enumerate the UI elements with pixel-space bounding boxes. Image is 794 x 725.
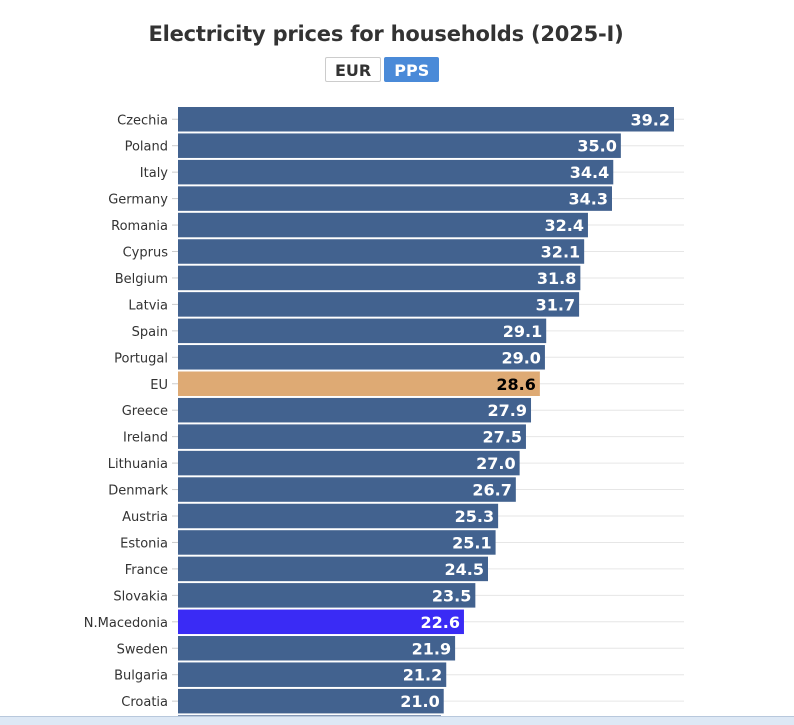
bar-sweden[interactable]: [178, 636, 456, 661]
bar-ireland[interactable]: [178, 424, 526, 449]
value-label: 28.6: [496, 375, 535, 394]
value-label: 22.6: [420, 613, 459, 632]
bar-france[interactable]: [178, 556, 488, 582]
bar-denmark[interactable]: [178, 477, 516, 502]
bar-n-macedonia[interactable]: [178, 609, 464, 635]
category-label: Spain: [132, 325, 168, 340]
value-label: 29.0: [501, 348, 540, 367]
value-label: 25.3: [455, 507, 494, 526]
category-label: Lithuania: [108, 457, 168, 472]
category-label: Czechia: [117, 113, 168, 128]
value-label: 35.0: [577, 137, 616, 156]
value-label: 26.7: [472, 481, 511, 500]
value-label: 34.3: [569, 190, 608, 209]
category-label: Germany: [108, 193, 168, 208]
category-label: Ireland: [123, 431, 168, 446]
category-label: Cyprus: [123, 246, 169, 261]
category-label: France: [125, 563, 168, 578]
bar-eu[interactable]: [178, 371, 540, 397]
bar-poland[interactable]: [178, 133, 621, 158]
category-label: Romania: [111, 219, 168, 234]
value-label: 23.5: [432, 586, 471, 605]
category-label: Denmark: [108, 484, 168, 499]
category-label: EU: [150, 378, 168, 393]
bottom-scroll-strip: [0, 716, 794, 725]
value-label: 21.0: [400, 692, 439, 711]
bar-belgium[interactable]: [178, 265, 581, 291]
bar-cyprus[interactable]: [178, 239, 585, 264]
value-label: 32.1: [541, 243, 580, 262]
bar-slovakia[interactable]: [178, 583, 476, 608]
bar-lithuania[interactable]: [178, 450, 520, 476]
category-label: N.Macedonia: [84, 616, 168, 631]
value-label: 39.2: [631, 110, 670, 129]
bar-croatia[interactable]: [178, 688, 444, 714]
bar-portugal[interactable]: [178, 345, 545, 370]
bar-greece[interactable]: [178, 397, 532, 423]
category-label: Bulgaria: [114, 669, 168, 684]
bar-bulgaria[interactable]: [178, 662, 447, 687]
bar-austria[interactable]: [178, 503, 499, 529]
value-label: 25.1: [452, 533, 491, 552]
value-label: 27.0: [476, 454, 515, 473]
value-label: 27.9: [488, 401, 527, 420]
category-label: Belgium: [115, 272, 168, 287]
category-label: Italy: [140, 166, 169, 181]
value-label: 24.5: [445, 560, 484, 579]
category-label: Slovakia: [113, 589, 168, 604]
category-label: Greece: [122, 404, 168, 419]
currency-toggle: EUR PPS: [325, 57, 440, 82]
bar-estonia[interactable]: [178, 530, 496, 555]
category-label: Croatia: [121, 695, 168, 710]
bar-spain[interactable]: [178, 318, 547, 344]
category-label: Estonia: [120, 536, 168, 551]
chart-title: Electricity prices for households (2025-…: [148, 22, 624, 46]
category-label: Austria: [122, 510, 168, 525]
pps-toggle-button[interactable]: PPS: [384, 57, 440, 82]
category-label: Sweden: [117, 642, 168, 657]
value-label: 34.4: [570, 163, 609, 182]
bar-germany[interactable]: [178, 186, 612, 211]
value-label: 27.5: [482, 428, 521, 447]
category-label: Poland: [125, 140, 168, 155]
value-label: 21.9: [412, 639, 451, 658]
value-label: 21.2: [403, 666, 442, 685]
bar-czechia[interactable]: [178, 107, 674, 132]
bar-romania[interactable]: [178, 212, 588, 238]
bar-latvia[interactable]: [178, 292, 580, 317]
value-label: 31.8: [537, 269, 576, 288]
category-label: Latvia: [128, 298, 168, 313]
value-label: 32.4: [544, 216, 583, 235]
value-label: 29.1: [503, 322, 542, 341]
value-label: 31.7: [536, 295, 575, 314]
eur-toggle-button[interactable]: EUR: [325, 57, 382, 82]
category-label: Portugal: [114, 351, 168, 366]
bar-italy[interactable]: [178, 159, 614, 185]
